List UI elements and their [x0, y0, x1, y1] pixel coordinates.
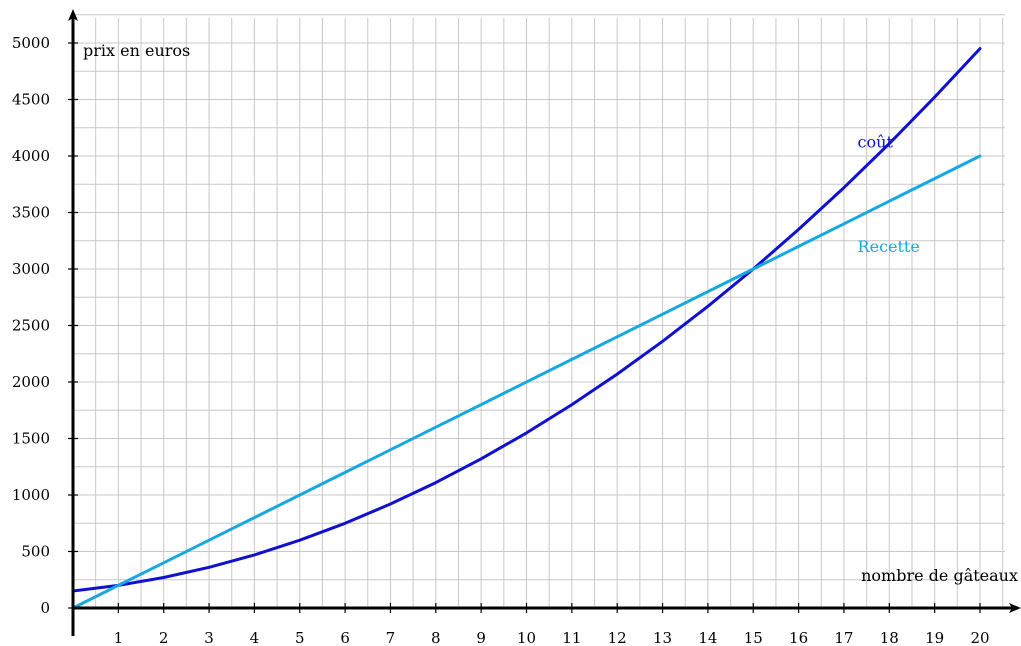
- x-tick-label: 8: [431, 629, 441, 646]
- data-point: [435, 481, 437, 484]
- x-tick-label: 5: [295, 629, 305, 646]
- data-point: [979, 155, 981, 157]
- data-point: [843, 223, 845, 225]
- y-tick-label: 5000: [12, 34, 50, 52]
- x-tick-label: 3: [204, 629, 214, 646]
- x-tick-label: 16: [789, 629, 808, 646]
- y-axis-label: prix en euros: [83, 41, 190, 60]
- y-tick-label: 500: [21, 543, 50, 561]
- data-point: [616, 336, 618, 338]
- y-tick-label: 4000: [12, 147, 50, 165]
- x-tick-label: 2: [159, 629, 169, 646]
- x-tick-label: 12: [608, 629, 627, 646]
- data-point: [888, 200, 891, 202]
- x-tick-label: 15: [744, 629, 763, 646]
- x-axis-label: nombre de gâteaux: [861, 566, 1018, 585]
- y-axis-arrow: [68, 9, 78, 21]
- x-tick-label: 19: [925, 629, 944, 646]
- data-point: [525, 432, 528, 434]
- data-point: [389, 503, 392, 505]
- y-tick-label: 2000: [12, 373, 50, 391]
- y-tick-label: 2500: [12, 317, 50, 335]
- series-label: coût: [858, 133, 894, 152]
- data-point: [752, 268, 755, 270]
- tick-marks: [68, 42, 981, 613]
- data-point: [797, 228, 800, 231]
- data-point: [707, 305, 709, 308]
- data-point: [389, 449, 392, 451]
- x-tick-label: 7: [386, 629, 396, 646]
- grid: [73, 14, 1005, 608]
- y-tick-label: 3500: [12, 204, 50, 222]
- data-point: [253, 516, 256, 519]
- x-tick-label: 10: [517, 629, 536, 646]
- data-point: [571, 403, 573, 406]
- data-point: [480, 403, 482, 406]
- y-tick-label: 3000: [12, 260, 50, 278]
- data-point: [933, 177, 936, 180]
- x-tick-label: 20: [970, 629, 989, 646]
- data-point: [933, 96, 936, 99]
- data-point: [888, 142, 891, 145]
- tick-labels: 1 2 3 4 5 6 7 8 9 10 11 12 13 14 15 16 17 18 19 20050010001…: [12, 34, 990, 646]
- series-group: coût Recette: [71, 47, 982, 610]
- x-tick-label: 13: [653, 629, 672, 646]
- x-tick-label: 11: [562, 629, 581, 646]
- data-point: [616, 373, 618, 375]
- data-point: [661, 340, 664, 343]
- y-tick-label: 0: [40, 599, 50, 617]
- data-point: [707, 290, 709, 293]
- x-axis-arrow: [1009, 603, 1021, 613]
- x-tick-label: 4: [250, 629, 260, 646]
- data-point: [480, 458, 482, 460]
- data-point: [162, 562, 165, 564]
- data-point: [298, 494, 301, 496]
- y-tick-label: 1000: [12, 486, 50, 504]
- series-label: Recette: [858, 237, 920, 256]
- y-tick-label: 1500: [12, 430, 50, 448]
- data-point: [344, 522, 346, 525]
- data-point: [797, 245, 800, 248]
- x-tick-label: 18: [880, 629, 899, 646]
- data-point: [435, 426, 437, 429]
- data-point: [661, 313, 664, 316]
- data-point: [571, 358, 573, 361]
- x-tick-label: 17: [834, 629, 853, 646]
- data-point: [298, 539, 301, 541]
- data-point: [117, 584, 120, 587]
- data-point: [208, 539, 210, 541]
- data-point: [843, 186, 845, 189]
- data-point: [253, 554, 256, 556]
- x-tick-label: 14: [698, 629, 717, 646]
- data-point: [525, 381, 528, 383]
- x-tick-label: 1: [114, 629, 124, 646]
- data-point: [979, 47, 981, 50]
- data-point: [162, 576, 165, 579]
- data-point: [208, 566, 210, 569]
- axes: [68, 9, 1021, 636]
- y-tick-label: 4500: [12, 91, 50, 109]
- x-tick-label: 6: [340, 629, 350, 646]
- x-tick-label: 9: [476, 629, 486, 646]
- data-point: [344, 471, 346, 474]
